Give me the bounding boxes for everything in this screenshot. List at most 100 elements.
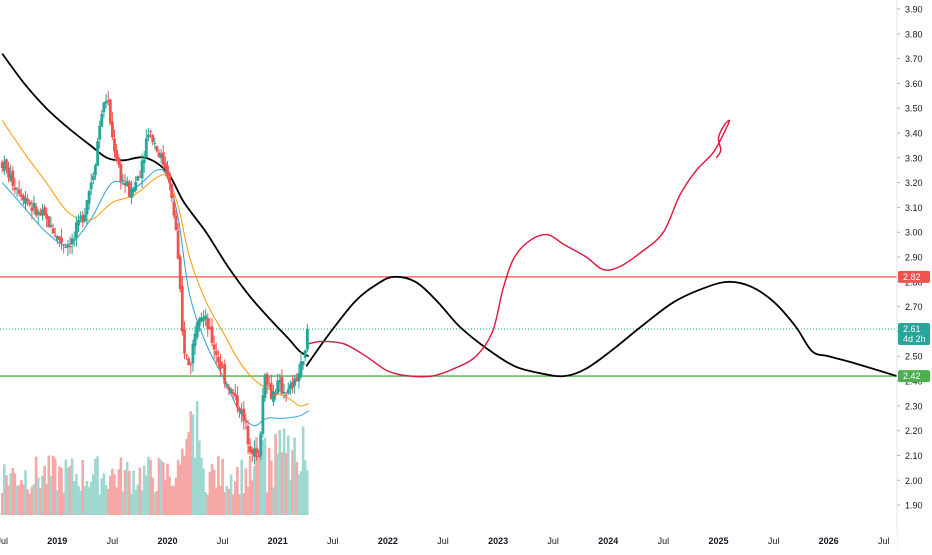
candle bbox=[225, 381, 229, 389]
candle bbox=[100, 110, 104, 128]
volume-bar bbox=[151, 477, 154, 515]
candle bbox=[55, 235, 59, 244]
candle bbox=[223, 359, 227, 389]
candle bbox=[166, 160, 169, 180]
candle bbox=[70, 233, 74, 255]
volume-bar bbox=[301, 426, 305, 515]
svg-text:2.42: 2.42 bbox=[903, 371, 921, 381]
candle bbox=[286, 382, 290, 395]
candle bbox=[278, 373, 282, 392]
candle bbox=[280, 369, 284, 395]
volume-bar bbox=[299, 471, 303, 515]
candle bbox=[178, 254, 182, 293]
candle bbox=[79, 211, 82, 223]
volume-bar bbox=[278, 429, 282, 515]
volume-bar bbox=[157, 458, 161, 515]
candle bbox=[96, 137, 99, 167]
volume-bar bbox=[119, 457, 123, 515]
candle bbox=[263, 373, 267, 402]
volume-bar bbox=[66, 467, 70, 515]
candle bbox=[13, 177, 17, 195]
candle bbox=[128, 179, 131, 198]
candle bbox=[132, 187, 135, 197]
time-tick-label: Jul bbox=[437, 536, 449, 546]
volume-bar bbox=[253, 466, 256, 515]
volume-bar bbox=[270, 460, 273, 515]
volume-bar bbox=[189, 411, 193, 515]
volume-bar bbox=[259, 431, 262, 515]
candle bbox=[94, 163, 97, 180]
candle bbox=[2, 155, 6, 176]
candle bbox=[19, 188, 23, 201]
candle bbox=[174, 210, 178, 231]
volume-bar bbox=[102, 473, 106, 515]
candle bbox=[217, 350, 220, 368]
volume-bar bbox=[187, 432, 190, 515]
volume-bar bbox=[229, 474, 233, 515]
volume-bar bbox=[297, 474, 301, 515]
volume-bar bbox=[128, 471, 131, 515]
volume-bar bbox=[130, 493, 133, 515]
volume-bar bbox=[168, 476, 171, 515]
time-tick-label: Jul bbox=[327, 536, 339, 546]
volume-bar bbox=[32, 484, 36, 515]
user-drawings bbox=[305, 119, 898, 378]
price-tick-label: 3.50 bbox=[905, 104, 923, 114]
volume-bar bbox=[295, 461, 299, 515]
volume-bar bbox=[132, 470, 135, 515]
candle bbox=[227, 384, 231, 396]
volume-bar bbox=[39, 487, 42, 515]
candle bbox=[22, 193, 25, 205]
volume-bar bbox=[9, 473, 12, 515]
candle bbox=[149, 129, 152, 139]
volume-bar bbox=[60, 468, 63, 515]
candle bbox=[159, 149, 163, 164]
svg-text:2.61: 2.61 bbox=[903, 324, 921, 334]
price-tick-label: 3.90 bbox=[905, 4, 923, 14]
volume-bar bbox=[176, 459, 180, 515]
candle bbox=[180, 277, 184, 336]
volume-bar bbox=[0, 493, 4, 515]
volume-bar bbox=[255, 437, 258, 515]
candle bbox=[168, 171, 171, 191]
volume-bar bbox=[53, 458, 57, 515]
candle bbox=[197, 316, 201, 332]
black-wave-drawing[interactable] bbox=[305, 275, 898, 378]
candle bbox=[295, 373, 299, 383]
volume-bar bbox=[45, 484, 48, 515]
price-tick-label: 2.00 bbox=[905, 476, 923, 486]
volume-bar bbox=[170, 485, 173, 515]
horizontal-lines bbox=[0, 276, 897, 377]
volume-bar bbox=[123, 469, 127, 515]
red-projection-drawing[interactable] bbox=[308, 119, 731, 378]
volume-bar bbox=[212, 469, 216, 515]
candle bbox=[202, 310, 205, 328]
candle bbox=[221, 361, 224, 369]
volume-bar bbox=[115, 487, 118, 515]
time-tick-label: Jul bbox=[878, 536, 890, 546]
volume-bar bbox=[109, 475, 112, 515]
volume-bar bbox=[92, 474, 95, 515]
volume-bar bbox=[293, 437, 296, 515]
volume-bar bbox=[22, 484, 25, 515]
candle bbox=[147, 128, 150, 142]
time-axis: Jul 2019 Jul 2020 Jul 2021 Jul 2022 Jul 2023 Jul 20… bbox=[0, 530, 897, 550]
volume-bar bbox=[221, 458, 224, 515]
time-tick-label: Jul bbox=[217, 536, 229, 546]
time-tick-label: 2020 bbox=[157, 536, 177, 546]
price-tick-label: 3.20 bbox=[905, 178, 923, 188]
candle bbox=[108, 98, 112, 126]
candle bbox=[85, 199, 89, 224]
candle bbox=[117, 154, 121, 169]
time-tick-label: Jul bbox=[768, 536, 780, 546]
volume-bar bbox=[204, 492, 207, 515]
candle bbox=[265, 371, 269, 394]
candle bbox=[231, 389, 235, 400]
volume-bar bbox=[191, 414, 195, 515]
volume-bar bbox=[36, 477, 40, 515]
volume-bar bbox=[272, 487, 275, 515]
